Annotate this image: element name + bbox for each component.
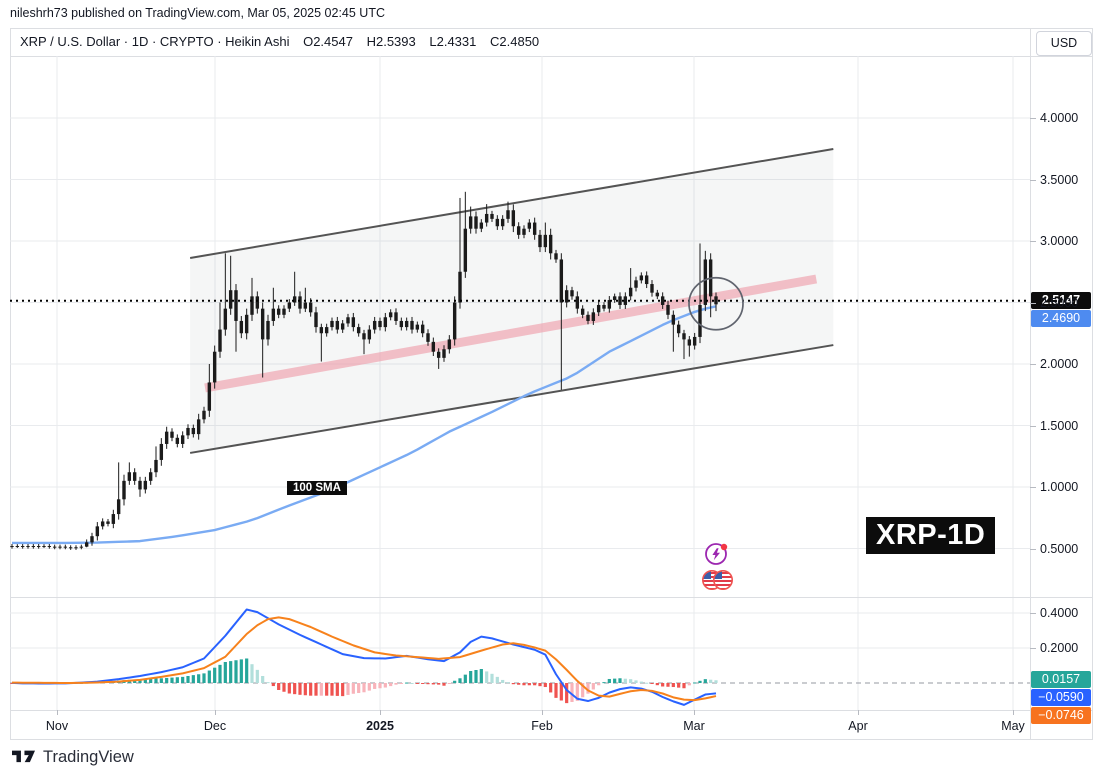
header-separator bbox=[10, 56, 1093, 57]
price-tick-label: 0.4000 bbox=[1040, 606, 1079, 620]
chart-legend-row: XRP / U.S. Dollar · 1D · CRYPTO · Heikin… bbox=[10, 28, 1093, 56]
symbol-title: XRP / U.S. Dollar · 1D · CRYPTO · Heikin… bbox=[20, 34, 290, 49]
axis-tick-mark bbox=[1030, 118, 1036, 119]
sma-value-badge: 2.4690 bbox=[1031, 310, 1091, 327]
axis-tick-mark bbox=[1030, 302, 1036, 304]
macd-histogram-value-badge: 0.0157 bbox=[1031, 671, 1091, 688]
macd-pane-chart bbox=[10, 598, 1030, 710]
price-tick-label: 0.5000 bbox=[1040, 541, 1079, 556]
price-tick-label: 2.5000 bbox=[1040, 295, 1079, 310]
price-axis-separator bbox=[1030, 29, 1031, 739]
price-tick-label: 3.5000 bbox=[1040, 172, 1079, 187]
price-pane-chart bbox=[10, 56, 1030, 597]
tradingview-logo-icon bbox=[12, 750, 35, 763]
time-tick-label: Dec bbox=[203, 719, 227, 733]
axis-tick-mark bbox=[1030, 613, 1036, 614]
axis-tick-mark bbox=[1030, 487, 1036, 488]
time-tick-mark bbox=[57, 710, 58, 715]
time-tick-mark bbox=[858, 710, 859, 715]
pane-separator bbox=[10, 597, 1093, 598]
last-price-badge: 2.5147 bbox=[1031, 292, 1091, 309]
price-tick-label: 1.5000 bbox=[1040, 418, 1079, 433]
ohlc-close: C2.4850 bbox=[490, 34, 540, 49]
axis-tick-mark bbox=[1030, 425, 1036, 427]
price-tick-label: 3.0000 bbox=[1040, 234, 1079, 248]
time-axis-separator bbox=[10, 710, 1093, 711]
time-tick-label: Nov bbox=[45, 719, 69, 733]
price-tick-label: 2.0000 bbox=[1040, 357, 1079, 371]
time-tick-mark bbox=[542, 710, 543, 715]
ohlc-open: O2.4547 bbox=[303, 34, 353, 49]
time-tick-mark bbox=[694, 710, 695, 715]
time-tick-mark bbox=[215, 710, 216, 715]
footer-brand-text: TradingView bbox=[43, 747, 134, 766]
footer-brand: TradingView bbox=[12, 747, 134, 767]
axis-tick-mark bbox=[1030, 548, 1036, 550]
time-tick-label: May bbox=[1001, 719, 1025, 733]
time-tick-mark bbox=[1013, 710, 1014, 715]
lightning-event-icon[interactable] bbox=[703, 540, 731, 568]
sma-flag-label: 100 SMA bbox=[287, 481, 347, 495]
macd-value-badge: −0.0590 bbox=[1031, 689, 1091, 706]
axis-tick-mark bbox=[1030, 364, 1036, 365]
currency-toggle-button[interactable]: USD bbox=[1036, 31, 1092, 56]
axis-tick-mark bbox=[1030, 179, 1036, 181]
signal-value-badge: −0.0746 bbox=[1031, 707, 1091, 724]
time-tick-label: 2025 bbox=[366, 719, 394, 733]
axis-tick-mark bbox=[1030, 648, 1036, 649]
ohlc-low: L2.4331 bbox=[429, 34, 477, 49]
time-tick-mark bbox=[380, 710, 381, 715]
symbol-watermark: XRP-1D bbox=[866, 517, 996, 554]
ohlc-high: H2.5393 bbox=[366, 34, 416, 49]
time-tick-label: Mar bbox=[683, 719, 705, 733]
axis-tick-mark bbox=[1030, 241, 1036, 242]
time-tick-label: Apr bbox=[848, 719, 868, 733]
publish-attribution: nileshrh73 published on TradingView.com,… bbox=[10, 6, 385, 20]
time-tick-label: Feb bbox=[531, 719, 553, 733]
price-tick-label: 0.2000 bbox=[1040, 641, 1079, 655]
us-flags-event-icon[interactable] bbox=[700, 565, 736, 595]
price-tick-label: 1.0000 bbox=[1040, 480, 1079, 494]
price-tick-label: 4.0000 bbox=[1040, 111, 1079, 125]
